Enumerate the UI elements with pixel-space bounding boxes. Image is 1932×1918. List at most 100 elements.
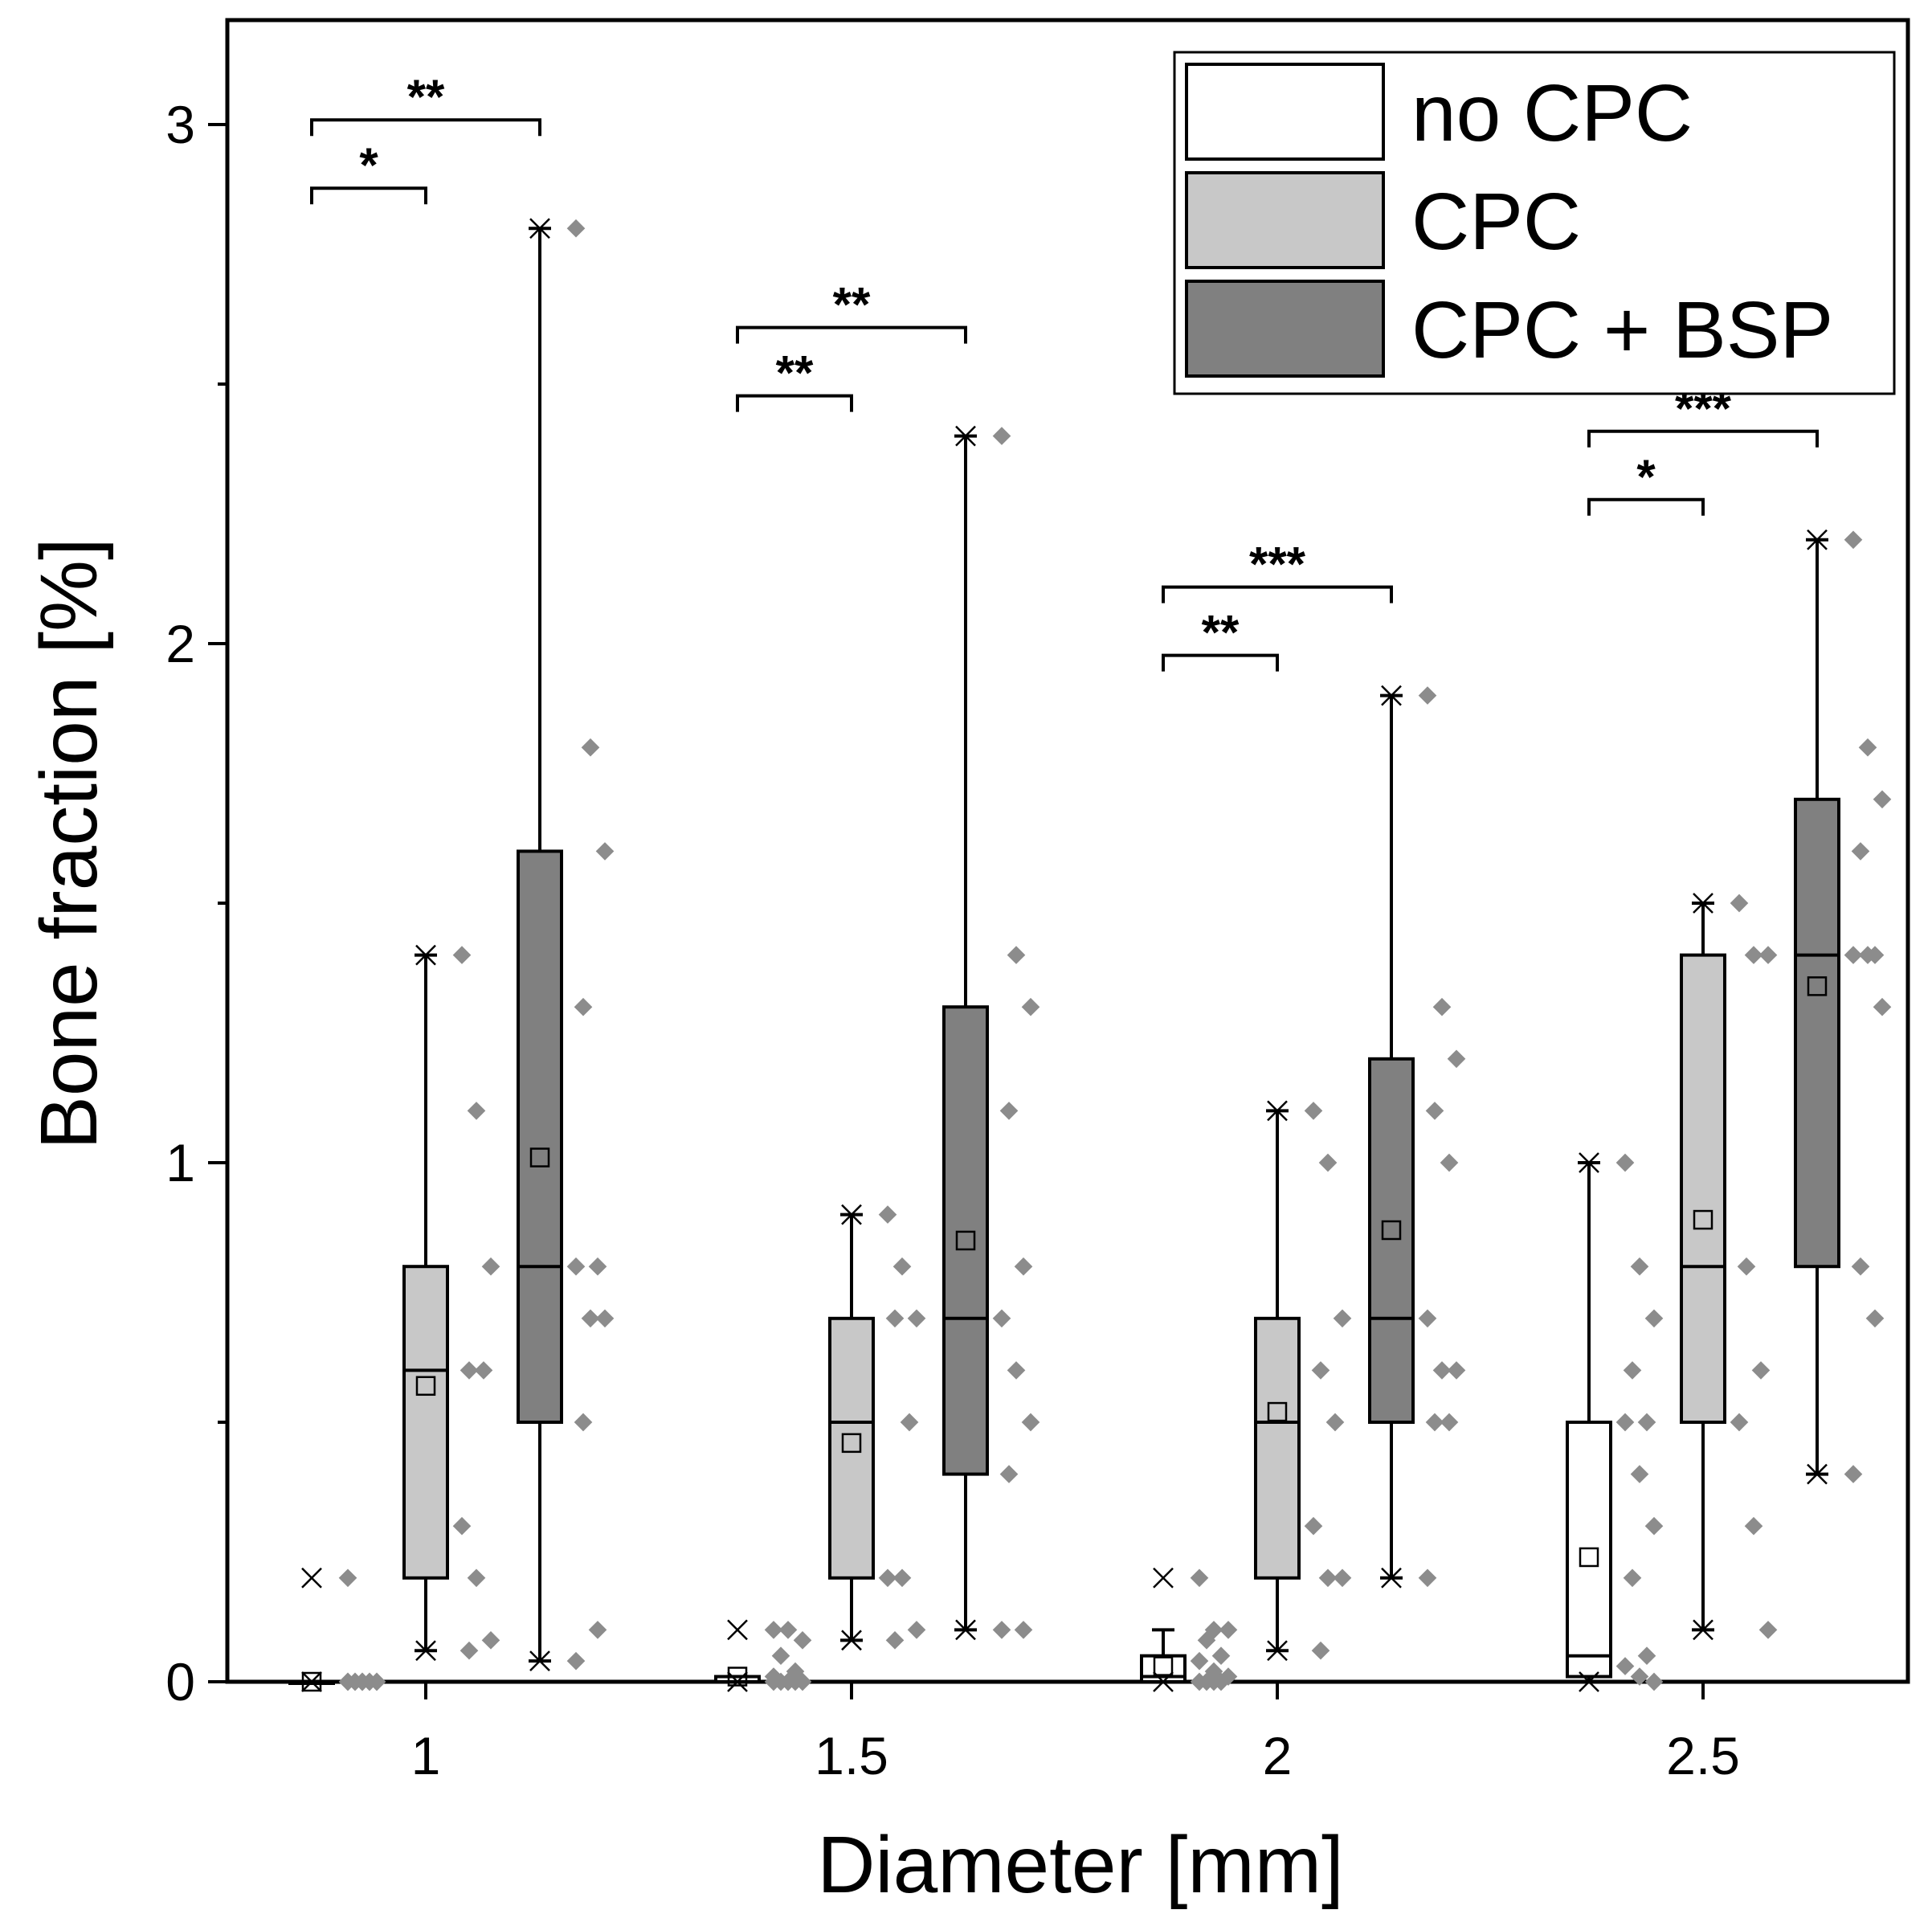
data-point [793,1631,812,1650]
data-point [1190,1672,1209,1691]
significance-bracket [1162,585,1393,603]
data-point [1644,1516,1664,1536]
data-point [1873,997,1892,1016]
box-min-marker [841,1630,862,1651]
data-point [481,1257,500,1276]
data-point [907,1621,926,1639]
data-point [1730,894,1749,913]
box-min-marker [1807,1463,1828,1485]
data-point [1432,997,1452,1016]
x-tick-label: 1.5 [815,1726,888,1785]
data-point [1851,1257,1870,1276]
box-mean-marker [301,1671,322,1692]
box-mean-marker [1579,1547,1599,1568]
data-point [885,1309,905,1328]
box-max-marker [1693,893,1713,914]
box-min-marker [1579,1671,1599,1692]
data-point [1615,1153,1635,1172]
box-max-marker [529,218,550,239]
box-mean-marker [1267,1401,1288,1422]
data-point [1304,1102,1323,1120]
data-point [1007,1361,1026,1380]
data-point [1623,1568,1642,1588]
significance-bracket [736,394,853,412]
data-point [1844,1465,1863,1483]
data-point [467,1568,486,1588]
box-max-marker [1579,1152,1599,1173]
data-point [1447,1361,1466,1380]
data-point [1190,1651,1209,1671]
box-max-marker [727,1619,748,1641]
data-point [1744,946,1763,964]
data-point [1447,1049,1466,1069]
box-max-marker [841,1204,862,1225]
significance-bracket [310,118,541,137]
box-iqr [517,849,563,1424]
data-point [1615,1657,1635,1675]
significance-label: * [359,138,378,192]
box-iqr [1680,953,1726,1424]
data-point [452,1516,472,1536]
box-min-marker [1153,1671,1174,1692]
data-point [595,1309,615,1328]
box-iqr [402,1265,449,1580]
data-point [1623,1361,1642,1380]
box-min-marker [1381,1567,1402,1589]
data-point [1021,997,1040,1016]
data-point [1630,1667,1649,1686]
data-point [1737,1257,1756,1276]
data-point [1425,1102,1444,1120]
y-tick-label: 0 [165,1652,195,1711]
data-point [1637,1646,1656,1666]
data-point [588,1257,607,1276]
data-point [1021,1413,1040,1432]
box-mean-marker [1807,976,1828,996]
data-point [892,1257,912,1276]
data-point [588,1621,607,1639]
significance-label: ** [407,70,445,124]
data-point [1844,530,1863,550]
data-point [1311,1361,1330,1380]
data-point [878,1568,897,1588]
x-tick-label: 2.5 [1666,1726,1740,1785]
data-point [1418,1568,1437,1588]
significance-bracket [736,325,967,344]
significance-bracket [1587,429,1819,448]
data-point [1418,686,1437,705]
x-axis-title: Diameter [mm] [817,1820,1344,1910]
data-point [1844,946,1863,964]
data-point [1730,1413,1749,1432]
data-point [999,1465,1019,1483]
box-mean-marker [1381,1220,1402,1241]
box-min-marker [529,1650,550,1672]
data-point [1644,1672,1664,1691]
box-max-marker [1153,1567,1174,1589]
significance-bracket [1162,653,1279,672]
data-point [1440,1413,1459,1432]
box-iqr [1254,1316,1301,1580]
data-point [1325,1413,1345,1432]
box-mean-marker [727,1666,748,1687]
box-mean-marker [1153,1656,1174,1676]
data-point [1858,946,1877,964]
legend: no CPC CPC CPC + BSP [1173,51,1896,395]
data-point [566,1651,586,1671]
data-point [1440,1153,1459,1172]
data-point [1014,1621,1033,1639]
box-iqr [1368,1057,1415,1425]
data-point [885,1631,905,1650]
data-point [1425,1413,1444,1432]
data-point [778,1621,798,1639]
data-point [771,1646,790,1666]
data-point [474,1361,493,1380]
box-mean-marker [415,1376,436,1397]
significance-label: *** [1249,538,1306,591]
y-tick-label: 1 [165,1133,195,1192]
significance-label: ** [1202,606,1240,660]
data-point [566,219,586,238]
data-point [764,1672,783,1691]
data-point [1644,1309,1664,1328]
x-tick-label: 2 [1263,1726,1293,1785]
data-point [353,1672,372,1691]
